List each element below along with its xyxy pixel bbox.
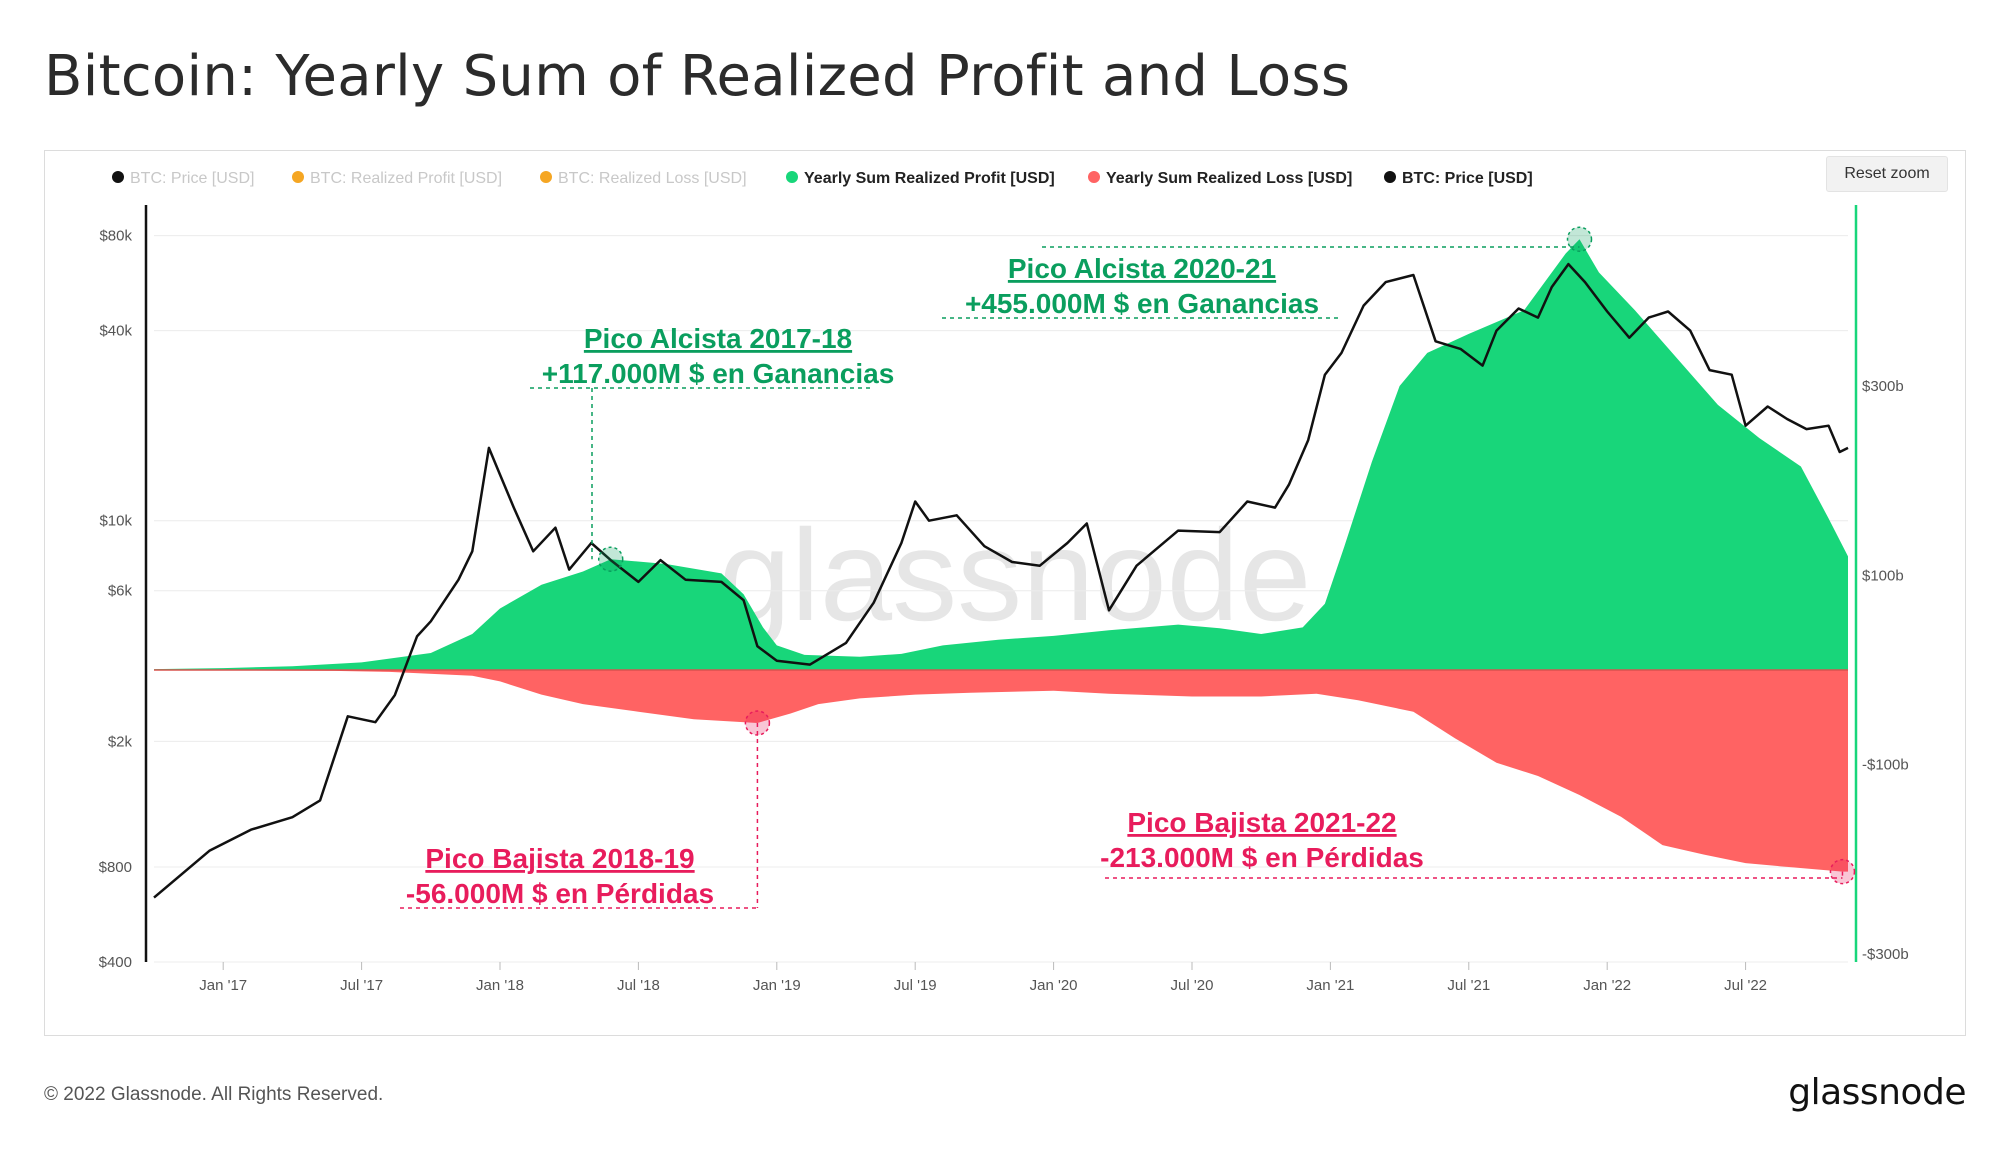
footer-copyright: © 2022 Glassnode. All Rights Reserved. (44, 1084, 384, 1105)
reset-zoom-button[interactable]: Reset zoom (1826, 156, 1948, 192)
page-title: Bitcoin: Yearly Sum of Realized Profit a… (44, 44, 1351, 109)
glassnode-logo: glassnode (1788, 1072, 1966, 1113)
chart-frame (44, 150, 1966, 1036)
